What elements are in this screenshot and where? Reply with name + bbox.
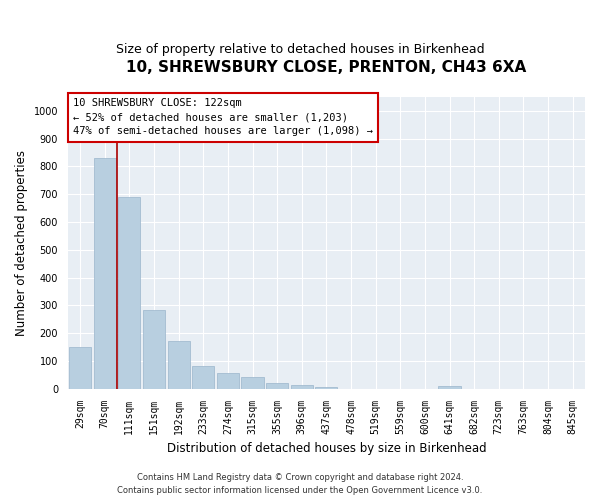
Bar [241,376,263,388]
Bar [118,197,140,388]
Bar [167,340,190,388]
Bar [192,366,214,388]
Text: Contains HM Land Registry data © Crown copyright and database right 2024.
Contai: Contains HM Land Registry data © Crown c… [118,474,482,495]
Text: Size of property relative to detached houses in Birkenhead: Size of property relative to detached ho… [116,42,484,56]
Bar [217,374,239,388]
Y-axis label: Number of detached properties: Number of detached properties [15,150,28,336]
Bar [143,310,165,388]
Bar [439,386,461,388]
Title: 10, SHREWSBURY CLOSE, PRENTON, CH43 6XA: 10, SHREWSBURY CLOSE, PRENTON, CH43 6XA [126,60,527,75]
Bar [266,382,288,388]
Bar [94,158,116,388]
Bar [290,386,313,388]
Text: 10 SHREWSBURY CLOSE: 122sqm
← 52% of detached houses are smaller (1,203)
47% of : 10 SHREWSBURY CLOSE: 122sqm ← 52% of det… [73,98,373,136]
X-axis label: Distribution of detached houses by size in Birkenhead: Distribution of detached houses by size … [167,442,486,455]
Bar [69,347,91,389]
